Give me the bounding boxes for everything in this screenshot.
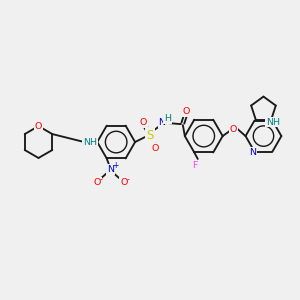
Text: O: O: [230, 124, 237, 134]
Text: O: O: [182, 107, 190, 116]
Text: H: H: [164, 114, 171, 123]
Text: O: O: [35, 122, 42, 130]
Text: NH: NH: [83, 137, 97, 146]
Text: O: O: [139, 118, 147, 127]
Text: O: O: [120, 178, 128, 187]
Text: N: N: [249, 148, 256, 157]
Text: +: +: [112, 161, 118, 170]
Text: -: -: [100, 176, 103, 184]
Text: N: N: [107, 165, 114, 174]
Text: O: O: [151, 143, 159, 152]
Text: S: S: [146, 129, 154, 142]
Text: O: O: [94, 178, 101, 187]
Text: -: -: [127, 176, 130, 184]
Text: N: N: [158, 118, 165, 127]
Text: F: F: [192, 161, 197, 170]
Text: NH: NH: [266, 118, 280, 127]
